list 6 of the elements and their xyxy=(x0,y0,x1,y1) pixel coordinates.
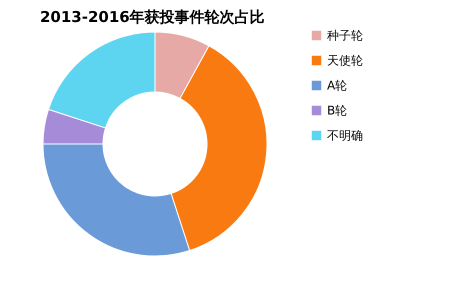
legend-label: B轮 xyxy=(327,104,348,118)
legend-label: 天使轮 xyxy=(327,54,363,68)
legend-label: 不明确 xyxy=(327,128,363,142)
chart-title: 2013-2016年获投事件轮次占比 xyxy=(40,8,265,26)
legend-label: A轮 xyxy=(327,78,348,92)
legend-label: 种子轮 xyxy=(327,28,363,42)
